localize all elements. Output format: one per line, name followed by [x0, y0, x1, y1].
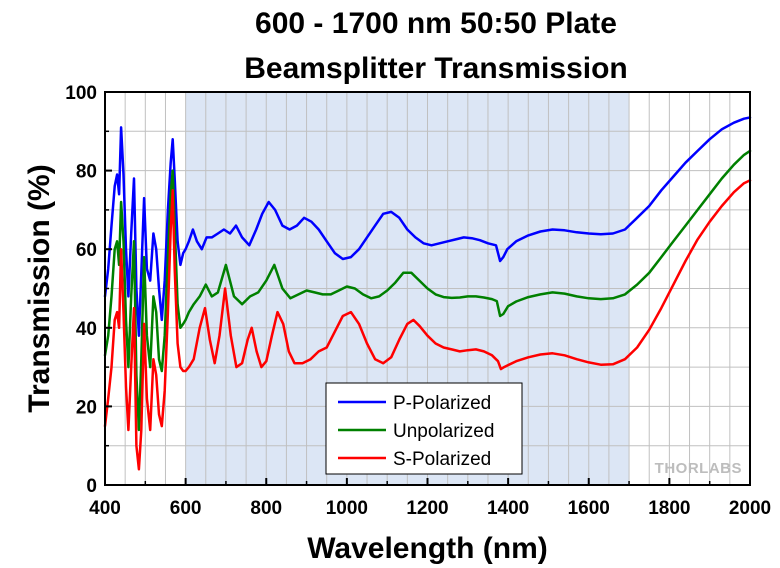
y-axis-label: Transmission (%)	[23, 164, 56, 412]
y-tick-label: 20	[76, 397, 97, 418]
y-tick-label: 0	[86, 476, 97, 497]
series-line-s-polarized	[103, 179, 752, 471]
y-tick-label: 100	[65, 83, 97, 104]
x-tick-label: 400	[89, 498, 121, 519]
x-axis-label: Wavelength (nm)	[307, 532, 548, 565]
y-tick-label: 80	[76, 162, 97, 183]
x-tick-label: 1600	[568, 498, 610, 519]
x-tick-label: 1400	[487, 498, 529, 519]
x-tick-label: 1200	[406, 498, 448, 519]
y-tick-label: 60	[76, 240, 97, 261]
legend-label-s-polarized: S-Polarized	[393, 449, 491, 470]
chart-title-line1: 600 - 1700 nm 50:50 Plate	[255, 7, 617, 40]
chart-title-line2: Beamsplitter Transmission	[244, 52, 627, 85]
x-tick-label: 1000	[326, 498, 368, 519]
series-line-p-polarized	[103, 116, 752, 337]
legend-label-p-polarized: P-Polarized	[393, 393, 491, 414]
thorlabs-watermark: THORLABS	[655, 460, 742, 477]
x-tick-label: 1800	[648, 498, 690, 519]
legend: P-Polarized Unpolarized S-Polarized	[325, 382, 523, 475]
x-tick-label: 2000	[729, 498, 771, 519]
legend-label-unpolarized: Unpolarized	[393, 421, 494, 442]
series-line-unpolarized	[103, 149, 752, 432]
series-layer	[103, 116, 752, 471]
x-tick-label: 800	[250, 498, 282, 519]
ticks: 400 600 800 1000 1200 1400 1600 1800 2000 0 20 40 60…	[65, 83, 771, 519]
x-tick-label: 600	[170, 498, 202, 519]
y-tick-label: 40	[76, 319, 97, 340]
